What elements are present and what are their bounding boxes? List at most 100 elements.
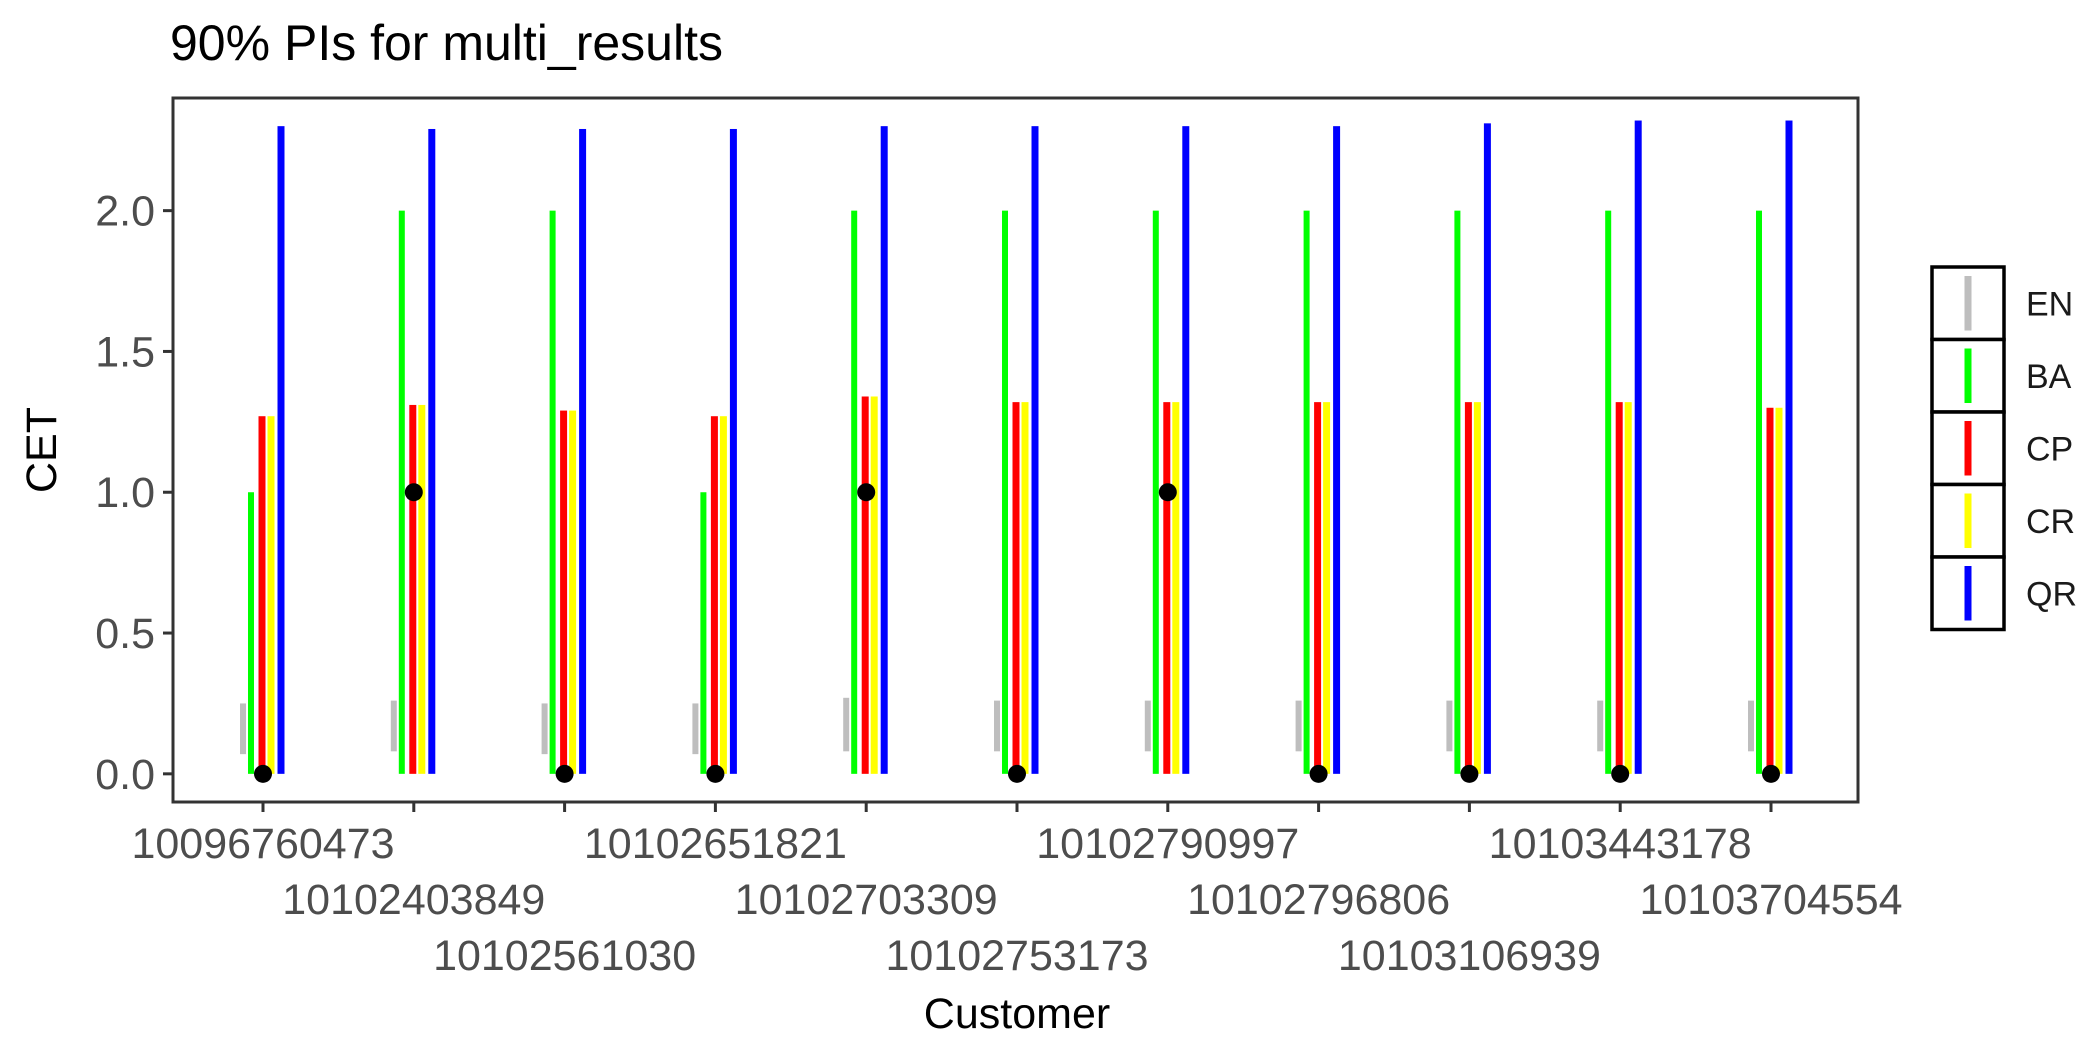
legend-key-swatch-cp: [1964, 421, 1972, 476]
data-point: [857, 483, 876, 502]
x-tick-label: 10102753173: [885, 932, 1148, 980]
y-tick-label: 1.5: [95, 328, 155, 376]
interval-bar-qr: [1333, 126, 1341, 774]
data-point: [1460, 764, 1479, 783]
data-point: [1762, 764, 1780, 783]
interval-bar-qr: [1483, 123, 1491, 774]
legend-key-swatch-cr: [1964, 493, 1972, 548]
interval-bar-ba: [549, 210, 556, 774]
legend-label: QR: [2026, 575, 2077, 613]
interval-bar-cr: [719, 416, 727, 774]
interval-bar-en: [240, 703, 246, 755]
interval-bar-cp: [560, 410, 568, 774]
y-tick-label: 2.0: [95, 188, 155, 236]
interval-bar-ba: [1756, 210, 1762, 774]
data-point: [555, 764, 574, 783]
interval-bar-ba: [851, 210, 858, 774]
interval-bar-qr: [1182, 126, 1190, 774]
interval-bar-ba: [248, 492, 254, 774]
legend-label: EN: [2026, 285, 2073, 323]
data-point: [1611, 764, 1630, 783]
interval-bar-cr: [418, 404, 426, 774]
interval-bar-cr: [1473, 402, 1481, 774]
interval-bar-cr: [1775, 407, 1783, 774]
interval-bar-cr: [1624, 402, 1632, 774]
legend-label: CP: [2026, 430, 2073, 468]
interval-bar-en: [390, 700, 397, 752]
y-axis-title: CET: [18, 407, 66, 493]
interval-bar-cp: [710, 416, 718, 774]
data-point: [1158, 483, 1177, 502]
data-point: [254, 764, 272, 783]
interval-bar-cp: [1163, 402, 1171, 774]
x-tick-label: 10096760473: [131, 820, 394, 868]
interval-bar-en: [1295, 700, 1302, 752]
data-point: [1008, 764, 1026, 783]
interval-bar-cr: [569, 410, 577, 774]
interval-bar-qr: [1785, 120, 1793, 774]
interval-bar-qr: [1031, 126, 1039, 774]
data-point: [404, 483, 423, 502]
interval-bar-qr: [1634, 120, 1642, 774]
interval-bar-cr: [870, 396, 878, 774]
x-tick-label: 10102561030: [433, 932, 696, 980]
x-tick-label: 10103106939: [1338, 932, 1601, 980]
interval-bar-cr: [1172, 402, 1180, 774]
interval-bar-qr: [277, 126, 285, 774]
x-tick-labels: 10096760473 10102403849 10102561030 1010265…: [131, 820, 1902, 980]
legend-label: CR: [2026, 503, 2075, 541]
interval-bar-cp: [409, 404, 417, 774]
interval-bar-cp: [1012, 402, 1020, 774]
interval-bar-ba: [1002, 210, 1008, 774]
interval-bar-cp: [1464, 402, 1472, 774]
y-tick-label: 0.5: [95, 610, 155, 658]
y-tick-label: 0.0: [95, 751, 155, 799]
interval-bar-en: [1144, 700, 1151, 752]
interval-bar-cr: [1021, 402, 1029, 774]
plot-panel-border: [171, 96, 1860, 804]
interval-bar-en: [1748, 700, 1754, 752]
interval-bar-en: [692, 703, 699, 755]
interval-bar-en: [541, 703, 548, 755]
interval-bar-cr: [267, 416, 275, 774]
interval-bar-ba: [1152, 210, 1159, 774]
interval-bar-qr: [880, 126, 888, 774]
chart-title: 90% PIs for multi_results: [170, 15, 723, 71]
legend-key-swatch-ba: [1964, 348, 1972, 403]
legend-key-swatch-qr: [1964, 566, 1972, 621]
interval-bar-ba: [1605, 210, 1612, 774]
legend-label: BA: [2026, 358, 2072, 396]
legend-key-swatch-en: [1964, 276, 1972, 331]
x-tick-label: 10102703309: [735, 876, 998, 924]
interval-bar-ba: [1303, 210, 1310, 774]
interval-bar-en: [994, 700, 1000, 752]
interval-bar-qr: [579, 128, 587, 774]
interval-bar-en: [843, 697, 850, 752]
interval-bar-ba: [1454, 210, 1461, 774]
x-tick-label: 10102790997: [1036, 820, 1299, 868]
interval-bar-cp: [258, 416, 266, 774]
x-tick-label: 10102651821: [584, 820, 847, 868]
x-axis-title: Customer: [924, 990, 1110, 1038]
x-tick-label: 10103443178: [1489, 820, 1752, 868]
tick-marks: [163, 209, 1773, 812]
interval-bar-ba: [398, 210, 405, 774]
data-point: [1309, 764, 1328, 783]
y-tick-label: 1.0: [95, 469, 155, 517]
x-tick-label: 10103704554: [1639, 876, 1902, 924]
x-tick-label: 10102403849: [282, 876, 545, 924]
interval-bar-cr: [1323, 402, 1331, 774]
interval-bar-en: [1597, 700, 1604, 752]
legend: EN BA CP CR QR: [1930, 265, 2077, 632]
interval-bar-qr: [729, 128, 737, 774]
interval-bar-cp: [861, 396, 869, 774]
interval-bar-qr: [428, 128, 436, 774]
interval-bar-ba: [700, 492, 707, 774]
interval-bar-cp: [1615, 402, 1623, 774]
interval-bar-cp: [1314, 402, 1322, 774]
data-point: [706, 764, 725, 783]
x-tick-label: 10102796806: [1187, 876, 1450, 924]
y-tick-labels: 0.0 0.5 1.0 1.5 2.0: [95, 188, 155, 799]
plot-marks: [240, 120, 1793, 783]
